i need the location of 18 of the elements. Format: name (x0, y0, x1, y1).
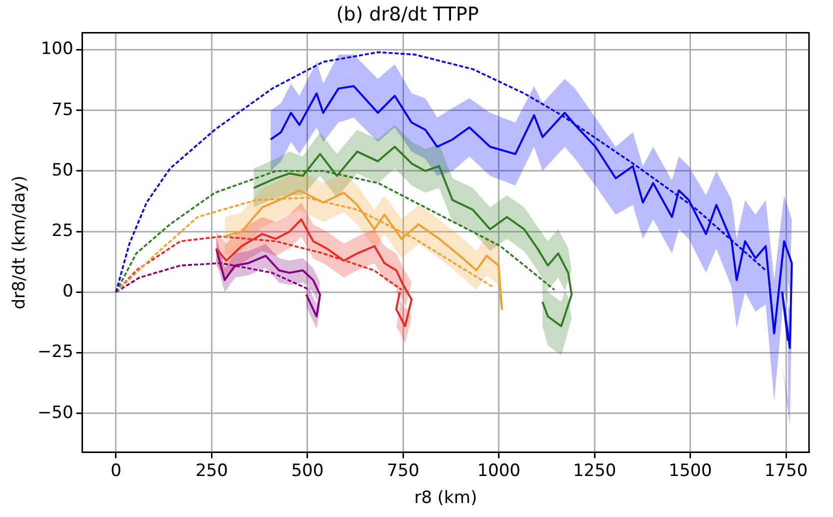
x-axis-title: r8 (km) (414, 488, 478, 508)
x-tick-label: 250 (195, 460, 228, 481)
y-tick-label: 100 (40, 39, 74, 60)
y-tick-label: −50 (37, 402, 74, 423)
x-tick-label: 1000 (477, 460, 520, 481)
x-tick-label: 1250 (572, 460, 616, 481)
y-tick-label: 0 (62, 282, 74, 302)
x-tick-label: 1500 (668, 460, 712, 481)
y-tick-label: 25 (52, 221, 74, 242)
y-tick-label: 75 (52, 100, 74, 120)
y-tick-label: 50 (52, 160, 74, 180)
chart-title: (b) dr8/dt TTPP (336, 3, 479, 26)
y-tick-label: −25 (37, 342, 74, 362)
x-tick-label: 750 (386, 460, 420, 481)
x-tick-label: 500 (291, 460, 324, 481)
x-tick-label: 1750 (764, 460, 808, 481)
x-tick-label: 0 (110, 460, 122, 481)
y-axis-title: dr8/dt (km/day) (10, 176, 30, 310)
